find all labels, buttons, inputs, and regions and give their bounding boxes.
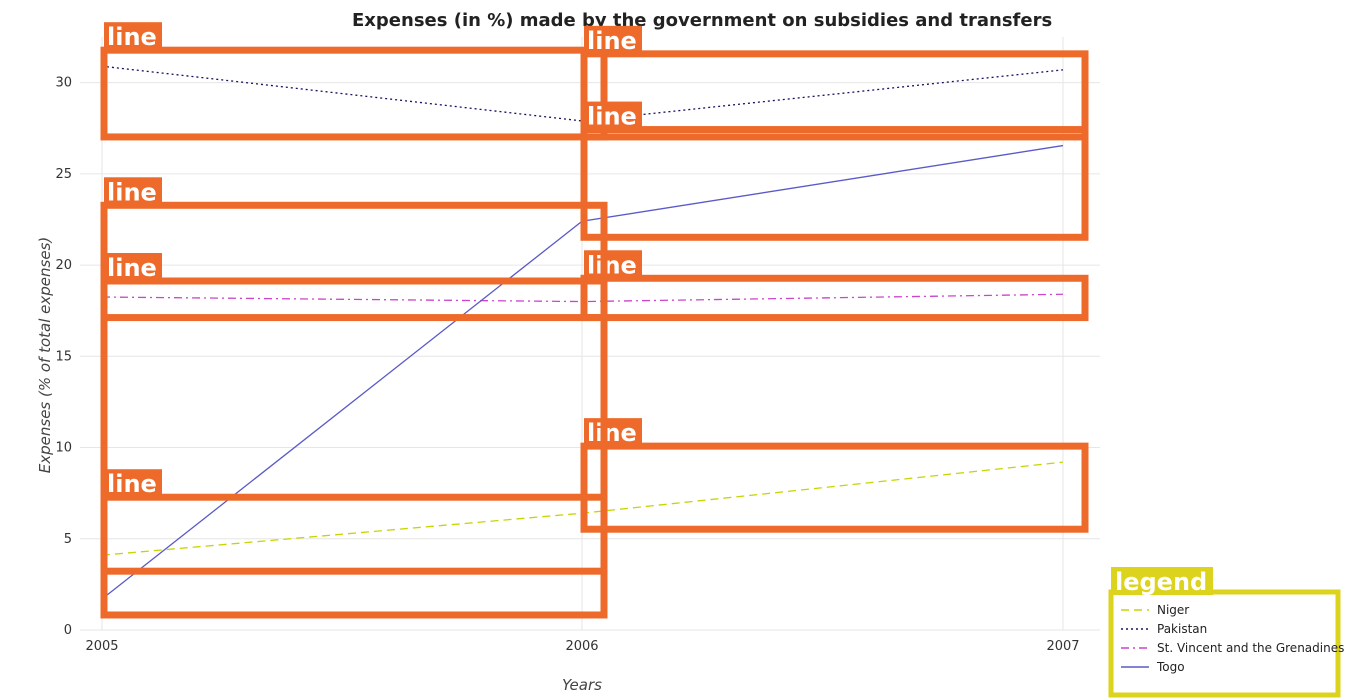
legend-annotation-label: legend bbox=[1115, 568, 1207, 596]
annotation-frame bbox=[580, 126, 1089, 241]
annotation-label: line bbox=[107, 178, 157, 206]
annotation-tag bbox=[104, 469, 162, 498]
y-tick-label: 20 bbox=[55, 258, 72, 273]
annotation-frame bbox=[580, 442, 1089, 533]
y-tick-label: 10 bbox=[55, 441, 72, 456]
annotation-box: line bbox=[100, 22, 608, 141]
legend: legend Niger Pakistan St. Vincent and the G… bbox=[1108, 567, 1344, 698]
annotation-label: line bbox=[587, 251, 637, 279]
line-annotations: line line line line line line line line bbox=[100, 22, 1089, 619]
y-tick-labels: 0 5 10 15 20 25 30 bbox=[55, 76, 72, 638]
annotation-box: line bbox=[580, 250, 1089, 322]
legend-frame bbox=[1108, 589, 1341, 698]
series-line-pakistan bbox=[101, 65, 1064, 122]
legend-entry: Pakistan bbox=[1157, 622, 1207, 636]
x-tick-label: 2007 bbox=[1046, 639, 1079, 654]
chart-title: Expenses (in %) made by the government o… bbox=[352, 10, 1052, 31]
legend-entry: St. Vincent and the Grenadines bbox=[1157, 641, 1344, 655]
y-tick-label: 25 bbox=[55, 167, 72, 182]
legend-tag bbox=[1111, 567, 1213, 595]
annotation-frame bbox=[100, 46, 608, 141]
annotation-frame bbox=[100, 493, 608, 575]
annotation-tag bbox=[104, 22, 162, 51]
annotation-frame bbox=[580, 274, 1089, 322]
annotation-tag bbox=[104, 177, 162, 206]
annotation-label: line bbox=[107, 470, 157, 498]
annotation-tag bbox=[584, 25, 642, 54]
x-tick-label: 2006 bbox=[565, 639, 598, 654]
annotation-tag bbox=[104, 253, 162, 282]
x-tick-label: 2005 bbox=[85, 639, 118, 654]
legend-entry: Niger bbox=[1157, 603, 1189, 617]
annotation-label: line bbox=[587, 419, 637, 447]
annotation-label: line bbox=[587, 27, 637, 55]
annotation-tag bbox=[584, 418, 642, 447]
y-tick-label: 0 bbox=[64, 623, 72, 638]
y-tick-label: 5 bbox=[64, 532, 72, 547]
x-axis-label: Years bbox=[562, 676, 602, 694]
annotation-label: line bbox=[107, 23, 157, 51]
annotation-box: line bbox=[580, 418, 1089, 533]
legend-entry: Togo bbox=[1156, 660, 1185, 674]
annotation-frame bbox=[580, 50, 1089, 141]
y-axis-label: Expenses (% of total expenses) bbox=[36, 237, 54, 473]
annotation-frame bbox=[100, 201, 608, 619]
annotation-label: line bbox=[107, 254, 157, 282]
annotation-box: line bbox=[580, 101, 1089, 241]
annotation-box: line bbox=[100, 469, 608, 575]
x-tick-labels: 2005 2006 2007 bbox=[85, 639, 1079, 654]
annotation-tag bbox=[584, 250, 642, 279]
annotation-box: line bbox=[100, 177, 608, 619]
y-tick-label: 15 bbox=[55, 349, 72, 364]
annotation-label: line bbox=[587, 103, 637, 131]
annotation-tag bbox=[584, 101, 642, 130]
annotation-box: line bbox=[580, 25, 1089, 141]
y-tick-label: 30 bbox=[55, 76, 72, 91]
